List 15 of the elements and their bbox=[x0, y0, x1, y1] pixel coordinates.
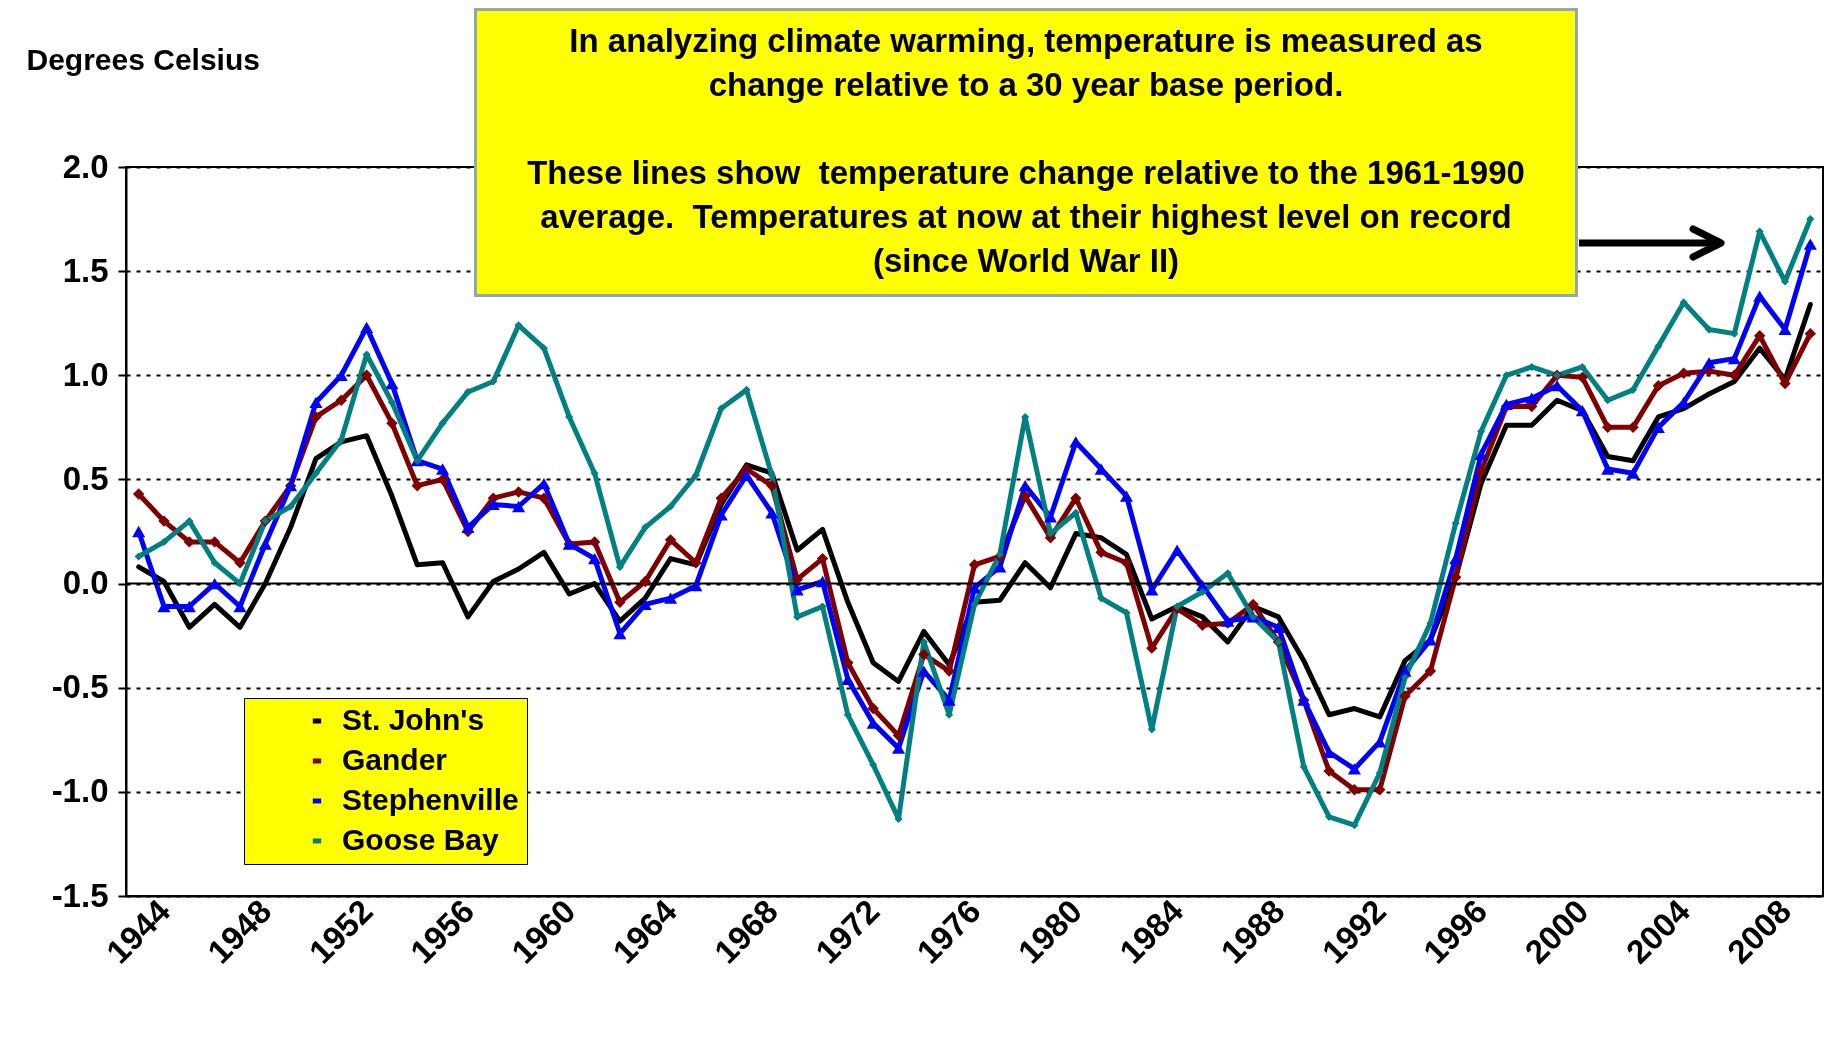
y-tick-label: 2.0 bbox=[62, 147, 109, 185]
y-tick-label: 0.5 bbox=[62, 459, 109, 497]
y-tick-label: 1.5 bbox=[62, 251, 109, 289]
y-tick-label: -1.0 bbox=[51, 772, 109, 810]
y-tick-label: 1.0 bbox=[62, 355, 109, 393]
legend-label: Gander bbox=[342, 743, 448, 776]
annotation: These lines show temperature change relative to the 1961-1990 average. Temperatures at now at their highest level on record (since World War II) bbox=[526, 153, 1526, 281]
legend-label: Goose Bay bbox=[342, 823, 500, 856]
y-axis-title: Degrees Celsius bbox=[26, 42, 260, 76]
y-tick-label: -1.5 bbox=[51, 876, 109, 914]
legend-label: Stephenville bbox=[342, 783, 519, 816]
note-box: In analyzing climate warming, temperature is measured as change relative to a 30 year base period. These lines show temperature change relative to the 1961-1990 average. Temperatures at now at their highest level on record (since World War II) bbox=[474, 8, 1578, 297]
y-tick-label: -0.5 bbox=[51, 668, 109, 706]
y-tick-label: 0.0 bbox=[62, 564, 109, 602]
legend-label: St. John's bbox=[342, 703, 485, 736]
